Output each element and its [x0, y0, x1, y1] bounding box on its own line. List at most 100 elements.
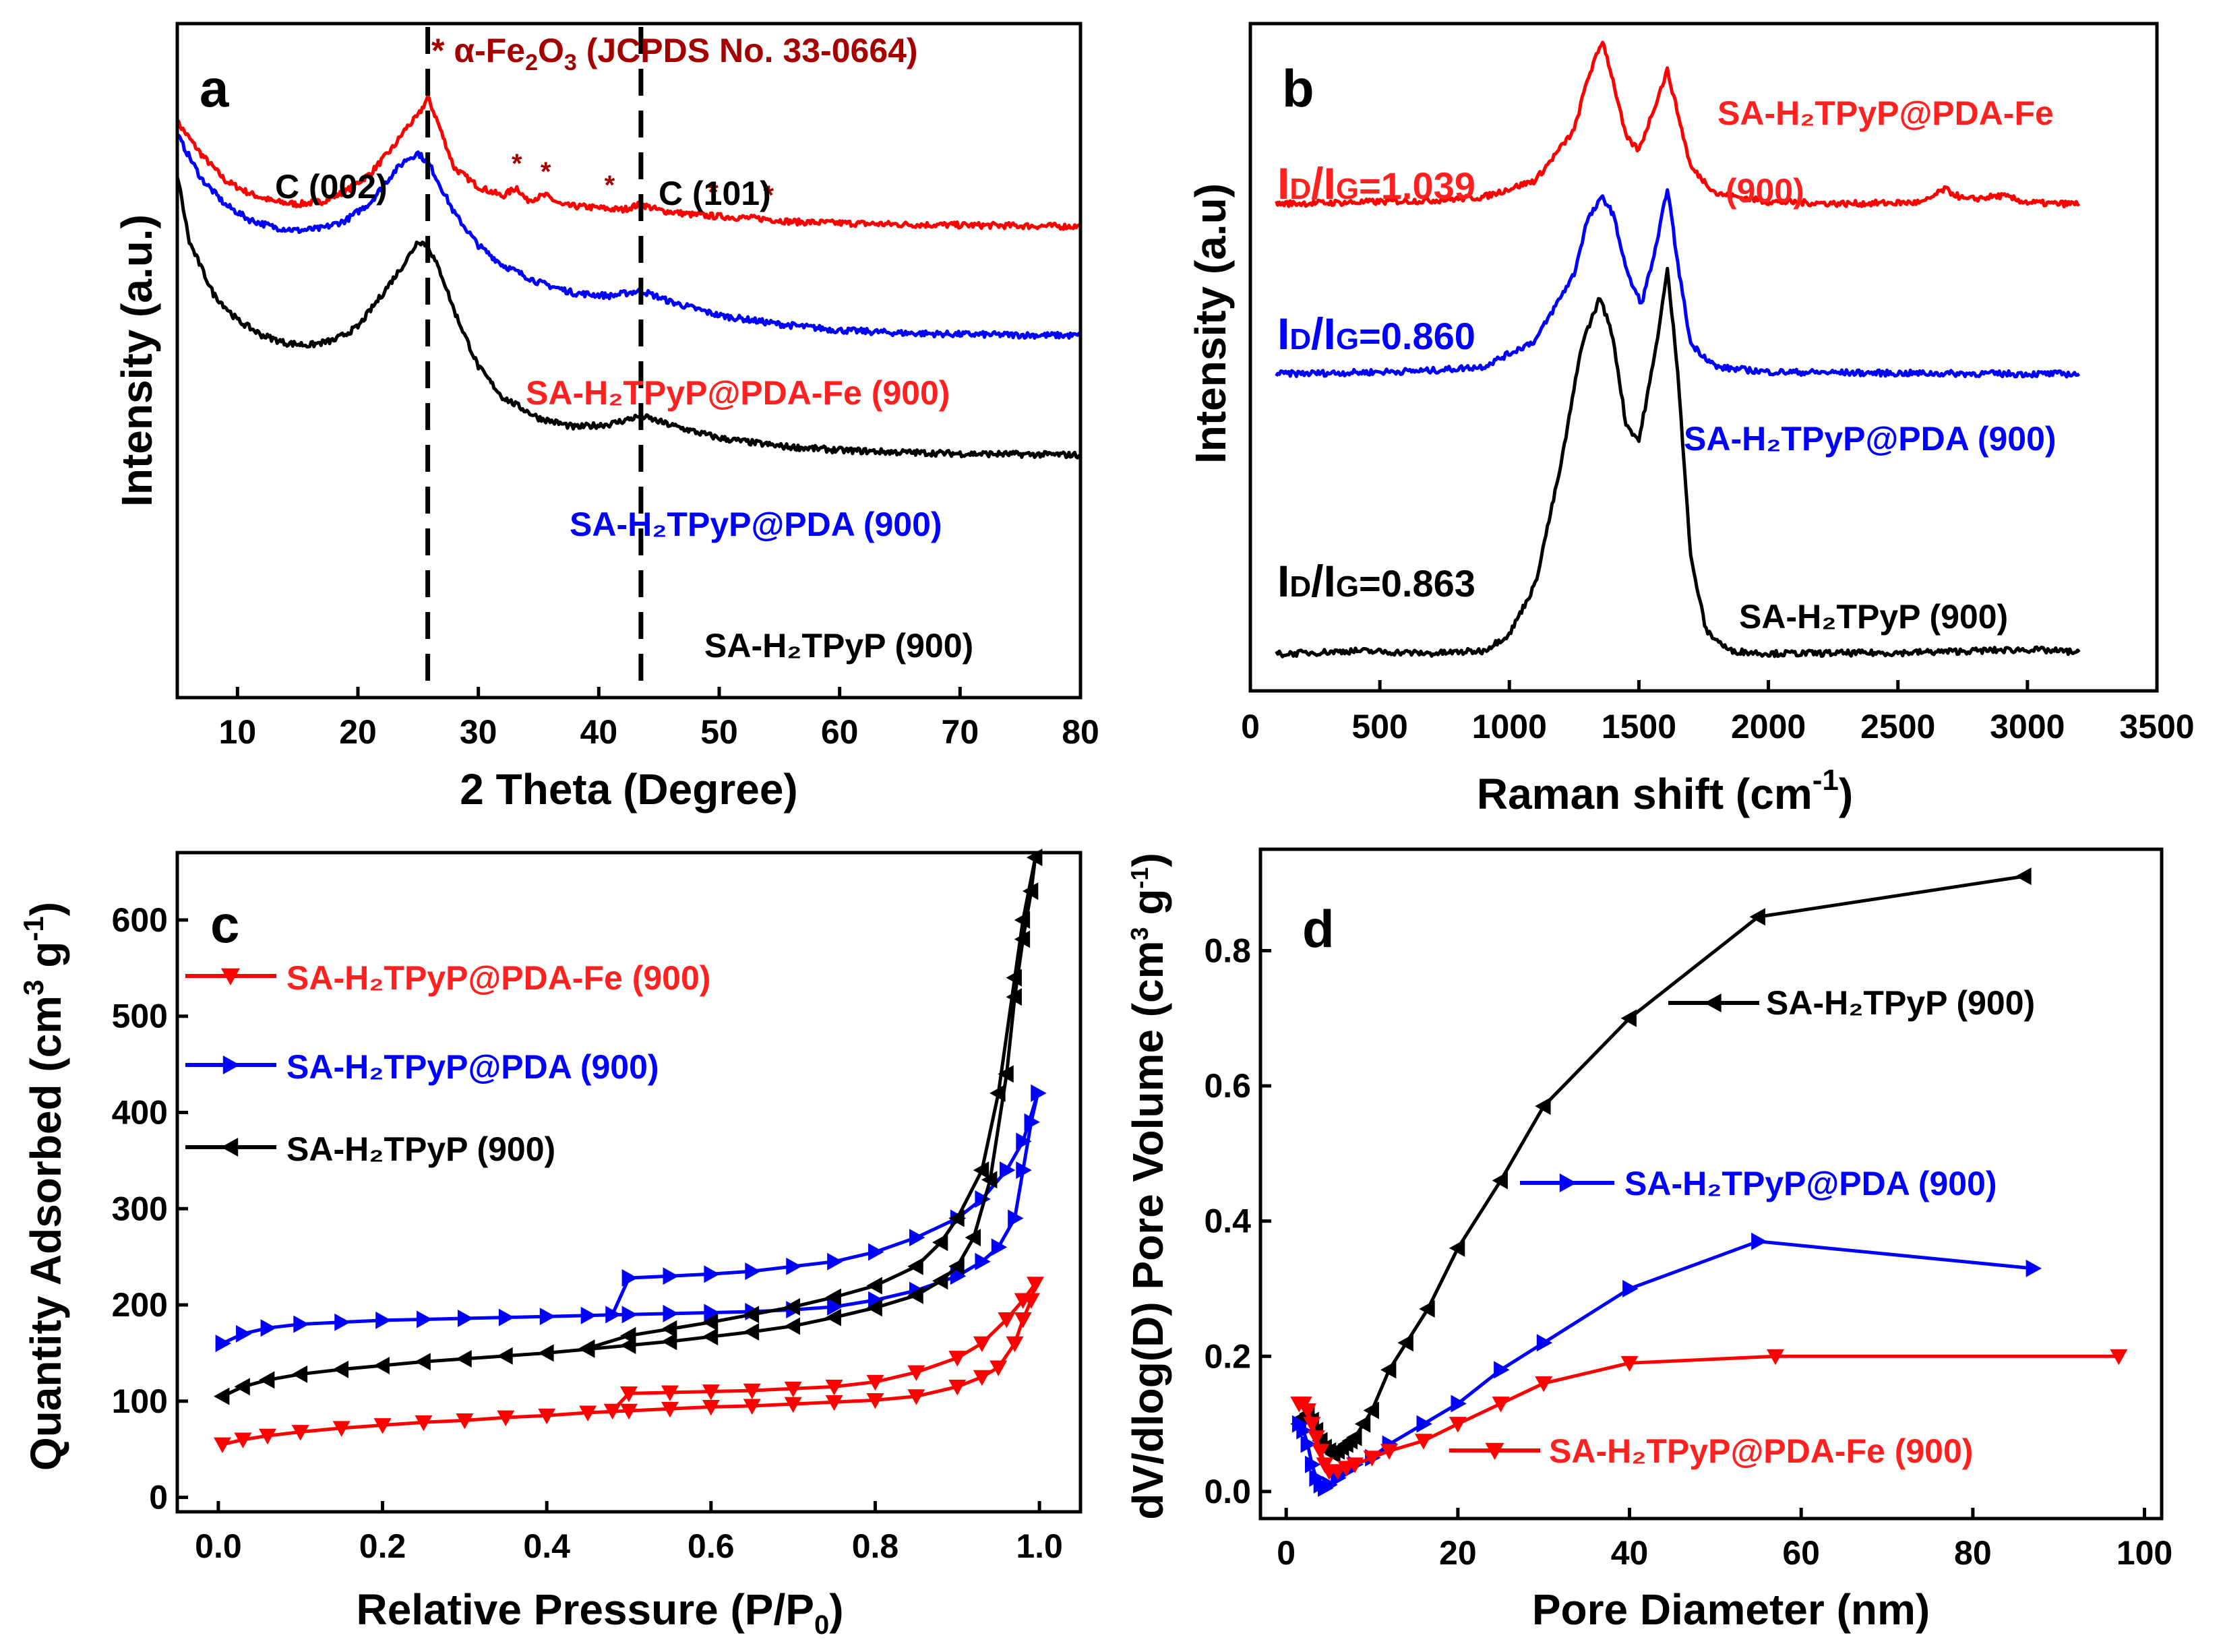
x-tick-label: 40	[1611, 1534, 1649, 1572]
isotherm-point-sa-h2tpyp-pda-900	[827, 1297, 843, 1316]
pore-point-sa-h2tpyp-pda-fe-900	[1307, 1430, 1325, 1446]
isotherm-point-sa-h2tpyp-900	[743, 1323, 760, 1341]
x-tick-label: 20	[339, 713, 377, 751]
isotherm-point-sa-h2tpyp-pda-fe-900	[973, 1336, 991, 1353]
isotherm-point-sa-h2tpyp-900	[866, 1277, 882, 1295]
pore-point-sa-h2tpyp-pda-fe-900	[1363, 1450, 1381, 1467]
isotherm-point-sa-h2tpyp-pda-fe-900	[332, 1421, 351, 1437]
panel-a-c101-label: C (101)	[659, 175, 771, 212]
isotherm-point-sa-h2tpyp-pda-fe-900	[743, 1383, 761, 1400]
panel-d-label: d	[1302, 899, 1335, 958]
isotherm-point-sa-h2tpyp-pda-900	[868, 1243, 884, 1261]
y-tick-label: 0.8	[1204, 931, 1251, 969]
panel-a-label-h2tpyp: SA-H₂TPyP (900)	[704, 627, 973, 665]
x-tick-label: 2000	[1731, 708, 1806, 745]
panel-b-label-pda-fe: SA-H₂TPyP@PDA-Fe	[1717, 94, 2054, 132]
panel-d-frame	[1258, 847, 2164, 1521]
isotherm-point-sa-h2tpyp-900	[234, 1378, 250, 1396]
legend-item-h2tpyp: SA-H₂TPyP (900)	[185, 1130, 555, 1168]
isotherm-point-sa-h2tpyp-pda-900	[417, 1310, 433, 1328]
y-tick-label: 200	[112, 1286, 168, 1324]
y-tick-label: 400	[112, 1093, 168, 1131]
panel-d-annotation-pda-fe: SA-H₂TPyP@PDA-Fe (900)	[1449, 1432, 1973, 1470]
legend-label-pda: SA-H₂TPyP@PDA (900)	[286, 1048, 659, 1086]
panel-a-c002-label: C (002)	[275, 168, 388, 206]
isotherm-point-sa-h2tpyp-900	[620, 1326, 636, 1345]
panel-b-frame	[1248, 22, 2159, 693]
isotherm-point-sa-h2tpyp-pda-fe-900	[866, 1393, 884, 1409]
isotherm-point-sa-h2tpyp-900	[415, 1353, 431, 1371]
pore-point-sa-h2tpyp-pda-900	[1305, 1455, 1321, 1473]
x-tick-label: 10	[219, 713, 257, 751]
legend-swatch-marker	[221, 968, 240, 985]
pore-point-sa-h2tpyp-pda-900	[1451, 1395, 1467, 1413]
y-tick-label: 0	[149, 1479, 168, 1517]
pore-point-sa-h2tpyp-pda-fe-900	[1767, 1349, 1784, 1366]
isotherm-point-sa-h2tpyp-900	[981, 1171, 998, 1189]
isotherm-point-sa-h2tpyp-pda-900	[1016, 1132, 1032, 1151]
panel-a-xrd-chart: * * * * * 10 20 30 40 50 60 70 80 a 2 Theta (Degree…	[113, 22, 1099, 814]
isotherm-point-sa-h2tpyp-900	[1014, 930, 1031, 948]
pore-point-sa-h2tpyp-pda-900	[1751, 1232, 1767, 1250]
panel-c-frame	[175, 851, 1083, 1514]
isotherm-point-sa-h2tpyp-pda-900	[704, 1265, 720, 1283]
pore-point-sa-h2tpyp-pda-fe-900	[1620, 1355, 1639, 1372]
y-tick-label: 300	[112, 1190, 168, 1227]
isotherm-point-sa-h2tpyp-900	[1006, 988, 1022, 1006]
isotherm-point-sa-h2tpyp-pda-fe-900	[998, 1312, 1016, 1328]
isotherm-point-sa-h2tpyp-pda-fe-900	[866, 1374, 884, 1391]
panel-d-plot-area	[1290, 867, 2128, 1497]
isotherm-point-sa-h2tpyp-900	[965, 1229, 981, 1247]
panel-d-annotation-h2tpyp: SA-H₂TPyP (900)	[1668, 984, 2035, 1022]
panel-a-x-ticks: 10 20 30 40 50 60 70 80	[219, 687, 1099, 751]
isotherm-point-sa-h2tpyp-pda-fe-900	[373, 1418, 392, 1434]
pore-point-sa-h2tpyp-pda-900	[1622, 1279, 1639, 1297]
isotherm-point-sa-h2tpyp-pda-900	[236, 1324, 252, 1343]
isotherm-point-sa-h2tpyp-pda-fe-900	[948, 1351, 967, 1367]
x-tick-label: 3000	[1990, 708, 2065, 745]
panel-d-y-ticks: 0.0 0.2 0.4 0.6 0.8	[1204, 931, 1271, 1510]
isotherm-point-sa-h2tpyp-pda-fe-900	[825, 1395, 843, 1411]
isotherm-point-sa-h2tpyp-pda-fe-900	[497, 1410, 515, 1427]
x-tick-label: 40	[580, 713, 618, 751]
isotherm-point-sa-h2tpyp-pda-fe-900	[661, 1401, 679, 1418]
panel-d-y-axis-label: dV/dlog(D) Pore Volume (cm3 g-1)	[1124, 853, 1172, 1520]
pore-point-sa-h2tpyp-900	[1354, 1415, 1371, 1433]
pore-point-sa-h2tpyp-pda-900	[1416, 1415, 1432, 1433]
pore-point-sa-h2tpyp-900	[1535, 1097, 1551, 1115]
pore-point-sa-h2tpyp-900	[1620, 1009, 1637, 1027]
panel-d-label-pda: SA-H₂TPyP@PDA (900)	[1624, 1165, 1997, 1202]
legend-item-pda: SA-H₂TPyP@PDA (900)	[185, 1048, 659, 1086]
isotherm-point-sa-h2tpyp-pda-900	[215, 1335, 231, 1353]
x-tick-label: 0.6	[688, 1527, 735, 1565]
isotherm-point-sa-h2tpyp-pda-900	[999, 1161, 1016, 1180]
isotherm-point-sa-h2tpyp-pda-fe-900	[784, 1381, 802, 1398]
x-tick-label: 0.2	[359, 1527, 406, 1565]
isotherm-point-sa-h2tpyp-900	[373, 1356, 390, 1374]
isotherm-point-sa-h2tpyp-900	[661, 1320, 677, 1338]
raman-series-sa-h2tpyp-900	[1275, 266, 2081, 659]
x-tick-label: 80	[1954, 1534, 1992, 1572]
panel-a-label-pda-fe: SA-H₂TPyP@PDA-Fe (900)	[526, 374, 950, 412]
isotherm-point-sa-h2tpyp-900	[1006, 969, 1022, 987]
panel-d-label-h2tpyp: SA-H₂TPyP (900)	[1766, 984, 2035, 1022]
pore-point-sa-h2tpyp-pda-900	[1322, 1475, 1338, 1494]
isotherm-point-sa-h2tpyp-pda-fe-900	[291, 1425, 309, 1441]
isotherm-point-sa-h2tpyp-pda-900	[991, 1238, 1008, 1256]
isotherm-point-sa-h2tpyp-900	[702, 1313, 719, 1331]
isotherm-point-sa-h2tpyp-pda-900	[539, 1308, 556, 1326]
panel-b-x-axis-label: Raman shift (cm-1)	[1477, 764, 1853, 818]
x-tick-label: 30	[460, 713, 497, 751]
panel-a-frame	[175, 22, 1083, 700]
x-tick-label: 2500	[1860, 708, 1935, 745]
annotation-marker	[1485, 1442, 1504, 1460]
isotherm-point-sa-h2tpyp-900	[784, 1317, 801, 1335]
isotherm-point-sa-h2tpyp-pda-900	[950, 1267, 967, 1285]
isotherm-point-sa-h2tpyp-pda-fe-900	[1014, 1312, 1032, 1328]
panel-b-plot-area	[1275, 40, 2081, 659]
x-tick-label: 60	[1782, 1534, 1820, 1572]
panel-c-isotherm-chart: 0.0 0.2 0.4 0.6 0.8 1.0 0 100 200 300 400 500 600 c…	[18, 849, 1083, 1640]
xrd-series-sa-h2tpyp-pda-900	[175, 133, 1083, 340]
isotherm-point-sa-h2tpyp-pda-fe-900	[661, 1385, 679, 1401]
y-tick-label: 500	[112, 998, 168, 1035]
